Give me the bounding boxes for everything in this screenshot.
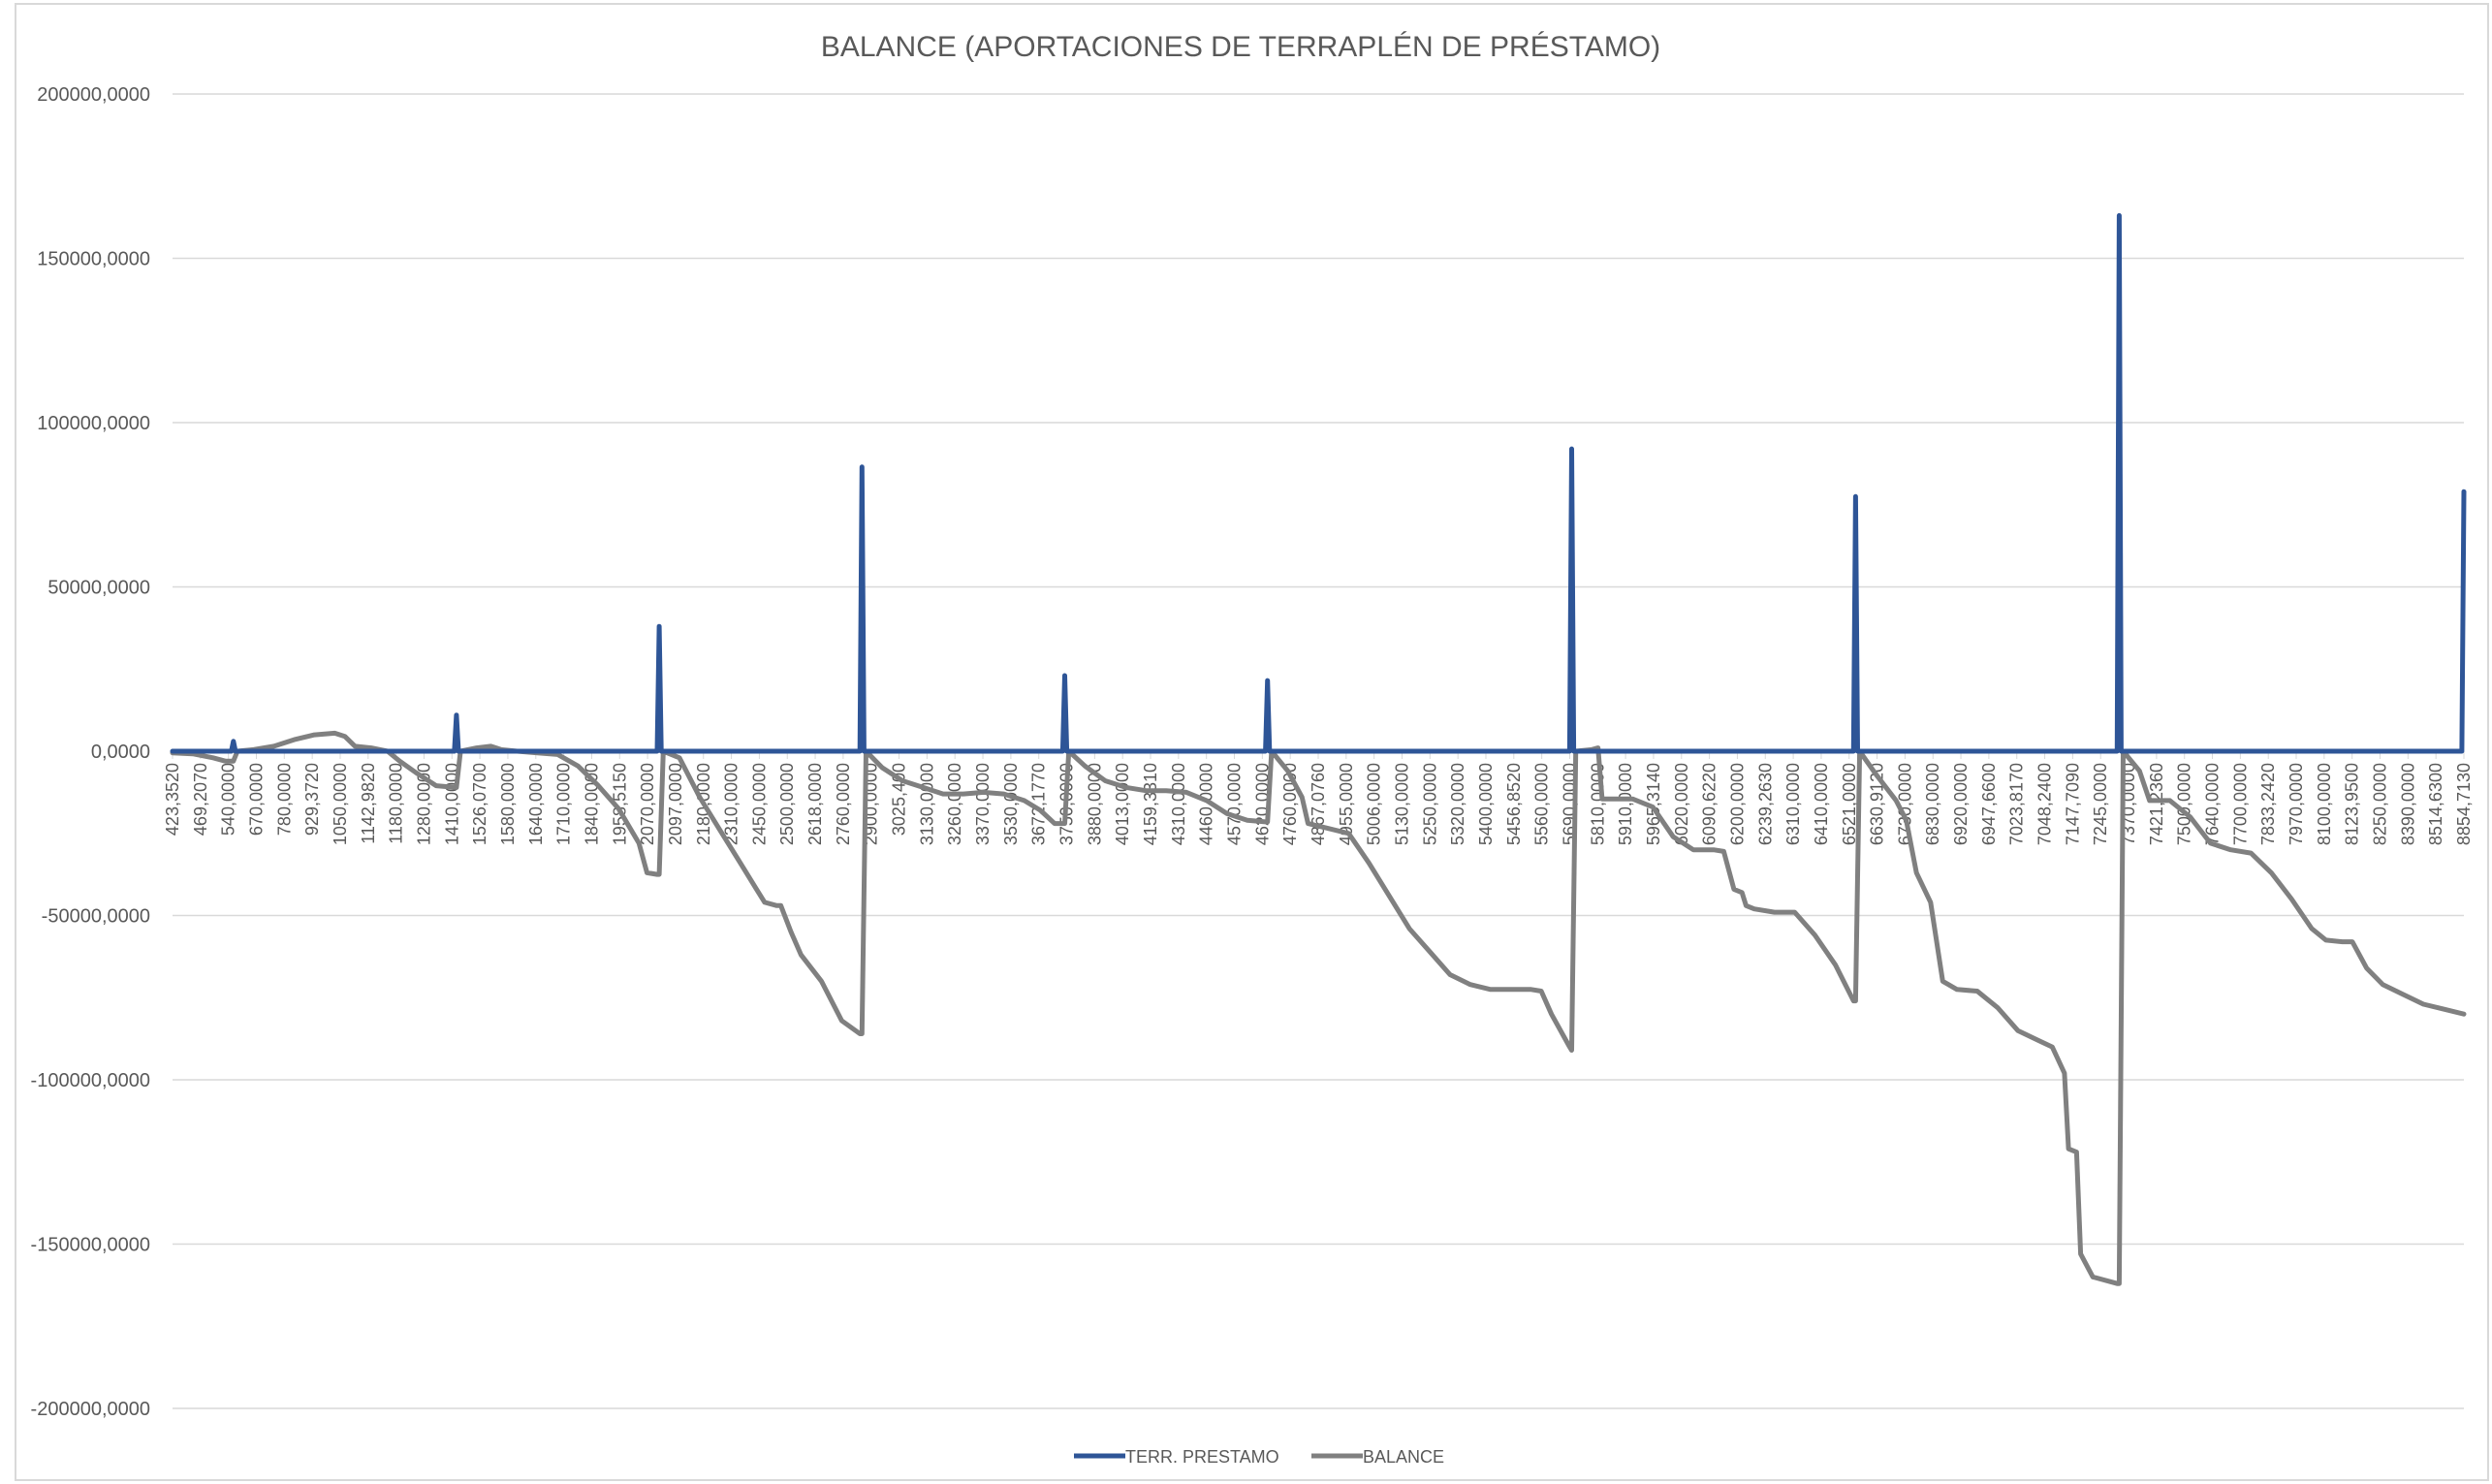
x-tick-label: 2070,0000 bbox=[638, 763, 657, 845]
x-tick-label: 3880,0000 bbox=[1085, 763, 1104, 845]
x-tick-label: 1526,0700 bbox=[470, 763, 489, 845]
x-tick-label: 7048,2400 bbox=[2035, 763, 2055, 845]
x-tick-label: 5006,0000 bbox=[1365, 763, 1384, 845]
x-tick-label: 5400,0000 bbox=[1476, 763, 1496, 845]
y-tick-label: -50000,0000 bbox=[42, 906, 150, 928]
x-tick-label: 6239,2630 bbox=[1755, 763, 1775, 845]
x-tick-label: 2310,0000 bbox=[722, 763, 741, 845]
x-tick-label: 7421,2360 bbox=[2147, 763, 2166, 845]
x-tick-label: 423,3520 bbox=[163, 763, 182, 836]
y-tick-label: -150000,0000 bbox=[31, 1235, 150, 1256]
x-tick-label: 7833,2420 bbox=[2258, 763, 2278, 845]
x-tick-label: 6200,0000 bbox=[1727, 763, 1747, 845]
x-tick-label: 1640,0000 bbox=[526, 763, 546, 845]
x-tick-label: 8854,7130 bbox=[2454, 763, 2474, 845]
y-tick-label: -100000,0000 bbox=[31, 1070, 150, 1091]
x-tick-label: 1580,0000 bbox=[498, 763, 518, 845]
x-tick-label: 6310,0000 bbox=[1783, 763, 1803, 845]
x-tick-label: 5320,0000 bbox=[1448, 763, 1467, 845]
legend-label: BALANCE bbox=[1363, 1447, 1444, 1467]
x-tick-label: 780,0000 bbox=[274, 763, 294, 836]
x-tick-label: 3370,0000 bbox=[973, 763, 993, 845]
chart-border bbox=[15, 3, 2489, 1481]
x-tick-label: 4955,0000 bbox=[1337, 763, 1356, 845]
y-tick-label: -200000,0000 bbox=[31, 1399, 150, 1420]
series-line-balance bbox=[170, 730, 2467, 1286]
x-tick-label: 5810,0000 bbox=[1588, 763, 1607, 845]
x-tick-label: 2450,0000 bbox=[749, 763, 769, 845]
x-tick-label: 5910,0000 bbox=[1616, 763, 1635, 845]
y-tick-label: 0,0000 bbox=[91, 742, 150, 763]
x-tick-label: 6090,6220 bbox=[1700, 763, 1719, 845]
x-tick-label: 929,3720 bbox=[302, 763, 322, 836]
x-tick-label: 8100,0000 bbox=[2315, 763, 2334, 845]
x-tick-label: 4159,3310 bbox=[1141, 763, 1160, 845]
x-tick-label: 6410,0000 bbox=[1812, 763, 1831, 845]
x-tick-label: 7147,7090 bbox=[2063, 763, 2082, 845]
chart-title: BALANCE (APORTACIONES DE TERRAPLÉN DE PR… bbox=[821, 31, 1660, 63]
gridlines bbox=[172, 93, 2465, 1409]
x-tick-label: 2097,0000 bbox=[666, 763, 685, 845]
x-tick-label: 540,0000 bbox=[219, 763, 238, 836]
x-tick-label: 1142,9820 bbox=[359, 763, 378, 844]
x-tick-label: 2760,0000 bbox=[834, 763, 853, 845]
legend: TERR. PRESTAMO BALANCE bbox=[1074, 1447, 1444, 1467]
x-tick-label: 7023,8170 bbox=[2007, 763, 2027, 845]
x-tick-label: 8514,6300 bbox=[2426, 763, 2445, 845]
y-tick-label: 100000,0000 bbox=[37, 413, 150, 434]
x-tick-label: 5456,8520 bbox=[1504, 763, 1524, 845]
x-tick-label: 7245,0000 bbox=[2091, 763, 2110, 845]
x-tick-label: 5250,0000 bbox=[1420, 763, 1439, 845]
x-tick-label: 4570,0000 bbox=[1225, 763, 1245, 845]
x-tick-label: 3260,0000 bbox=[945, 763, 964, 845]
x-tick-label: 6730,0000 bbox=[1895, 763, 1914, 845]
x-tick-label: 1958,5150 bbox=[610, 763, 629, 845]
x-tick-label: 4867,0760 bbox=[1309, 763, 1328, 845]
x-tick-label: 3672,1770 bbox=[1029, 763, 1049, 845]
x-tick-label: 8250,0000 bbox=[2371, 763, 2390, 845]
x-tick-label: 7640,0000 bbox=[2203, 763, 2223, 845]
x-tick-label: 6521,0000 bbox=[1840, 763, 1859, 845]
x-tick-label: 6020,0000 bbox=[1672, 763, 1691, 845]
x-tick-label: 8390,0000 bbox=[2398, 763, 2417, 845]
x-tick-label: 6920,0000 bbox=[1951, 763, 1971, 845]
x-tick-label: 2500,0000 bbox=[777, 763, 797, 845]
x-tick-label: 7700,0000 bbox=[2230, 763, 2250, 845]
x-axis-tick-labels: 423,3520 469,2070 540,0000 670,0000 780,0000… bbox=[163, 763, 2474, 845]
x-tick-label: 3530,0000 bbox=[1001, 763, 1021, 845]
x-tick-label: 5560,0000 bbox=[1532, 763, 1552, 845]
series-lines bbox=[170, 212, 2467, 1286]
x-tick-label: 1710,0000 bbox=[554, 763, 574, 845]
x-tick-label: 2618,0000 bbox=[805, 763, 825, 845]
x-tick-label: 3130,0000 bbox=[917, 763, 936, 845]
x-tick-label: 1050,0000 bbox=[331, 763, 350, 845]
y-tick-label: 200000,0000 bbox=[37, 84, 150, 106]
x-tick-label: 4620,0000 bbox=[1252, 763, 1272, 845]
x-tick-label: 5965,3140 bbox=[1644, 763, 1663, 845]
x-tick-label: 6830,0000 bbox=[1923, 763, 1942, 845]
x-tick-label: 4310,0000 bbox=[1169, 763, 1188, 845]
legend-label: TERR. PRESTAMO bbox=[1125, 1447, 1279, 1467]
series-line-terr-prestamo bbox=[170, 212, 2467, 754]
x-tick-label: 4013,0000 bbox=[1113, 763, 1132, 845]
x-tick-label: 1180,0000 bbox=[387, 763, 406, 844]
x-tick-label: 6947,6600 bbox=[1979, 763, 1999, 845]
y-axis-tick-labels: 200000,0000 150000,0000 100000,0000 50000,0… bbox=[31, 84, 150, 1420]
x-tick-label: 670,0000 bbox=[246, 763, 266, 836]
x-tick-label: 469,2070 bbox=[191, 763, 210, 836]
y-tick-label: 150000,0000 bbox=[37, 249, 150, 270]
x-tick-label: 4460,0000 bbox=[1197, 763, 1216, 845]
x-tick-label: 7500,0000 bbox=[2175, 763, 2194, 845]
x-tick-label: 7970,0000 bbox=[2287, 763, 2306, 845]
x-tick-label: 5130,0000 bbox=[1392, 763, 1411, 845]
y-tick-label: 50000,0000 bbox=[47, 578, 150, 599]
x-tick-label: 8123,9500 bbox=[2343, 763, 2362, 845]
